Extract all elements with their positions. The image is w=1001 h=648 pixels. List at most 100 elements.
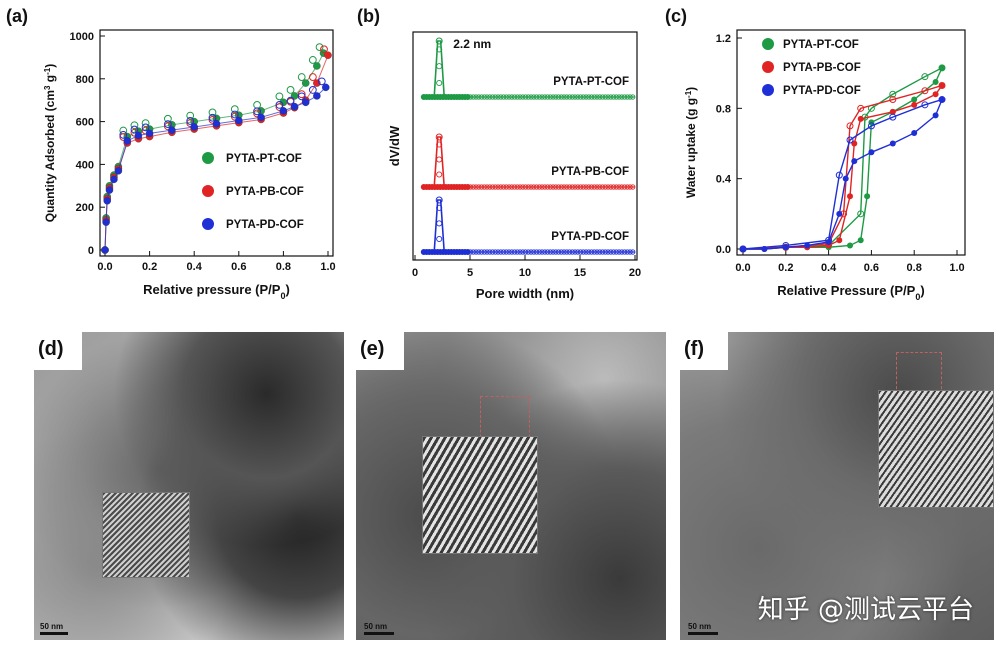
data-point — [627, 94, 633, 100]
x-tick-label: 1.0 — [320, 261, 335, 273]
desorption-point — [275, 101, 284, 109]
data-point — [279, 107, 288, 115]
desorption-point — [782, 241, 790, 249]
panel-label-e: (e) — [360, 338, 385, 360]
peak-point — [436, 156, 443, 163]
data-point — [168, 126, 176, 134]
data-point — [470, 94, 476, 100]
data-point — [484, 94, 490, 100]
data-point — [145, 129, 154, 138]
data-point — [572, 94, 578, 100]
desorption-point — [119, 133, 128, 141]
data-point — [621, 184, 628, 190]
desorption-point — [938, 64, 946, 72]
data-point — [558, 249, 564, 255]
desorption-point — [889, 96, 897, 104]
peak-point — [436, 63, 443, 70]
data-point — [580, 94, 586, 100]
data-point — [932, 112, 939, 119]
legend-label: PYTA-PT-COF — [226, 153, 302, 165]
data-point — [836, 237, 843, 244]
data-point — [825, 238, 832, 245]
data-point — [520, 184, 526, 190]
data-point — [114, 167, 123, 175]
data-point — [478, 94, 485, 100]
panel-label-box: (e) — [356, 332, 404, 370]
data-point — [624, 94, 630, 100]
data-point — [613, 94, 619, 100]
desorption-point — [835, 171, 843, 179]
data-point — [599, 94, 606, 100]
data-point — [932, 78, 939, 85]
data-point — [324, 51, 332, 60]
y-tick-label: 0.4 — [716, 174, 732, 186]
data-point — [484, 249, 490, 255]
data-point — [492, 94, 498, 100]
data-point — [536, 184, 542, 190]
data-point — [525, 94, 531, 100]
data-point — [301, 98, 310, 107]
data-point — [588, 184, 595, 190]
peak-line — [433, 40, 445, 98]
data-point — [511, 94, 518, 100]
data-point — [522, 184, 529, 190]
peak-point — [436, 79, 443, 87]
data-point — [553, 249, 559, 255]
data-point — [594, 249, 600, 255]
desorption-point — [253, 107, 262, 116]
data-point — [550, 184, 556, 190]
x-tick-label: 0.2 — [778, 262, 793, 274]
data-point — [932, 91, 939, 98]
data-point — [630, 249, 636, 255]
data-point — [868, 149, 875, 156]
pore-size-chart-b: (b) 0 5 10 15 20 Pore width (nm) dV/dW PYTA-PT-C… — [357, 6, 641, 301]
data-point — [804, 242, 811, 249]
data-point — [602, 184, 608, 190]
x-axis-label: Pore width (nm) — [476, 286, 574, 301]
data-point — [476, 184, 482, 190]
data-point — [522, 249, 529, 255]
x-tick-label: 0 — [412, 267, 418, 279]
data-point — [290, 102, 299, 111]
isotherm-chart-a: (a) 0 200 400 600 800 1000 0.0 0.2 0.4 0.6 0.8 1.0 Re… — [6, 6, 336, 301]
data-point — [616, 249, 622, 255]
data-point — [605, 184, 611, 190]
legend-label: PYTA-PT-COF — [783, 39, 859, 51]
panel-c: (c) 0.0 0.4 0.8 1.2 0.0 0.2 0.4 0.6 0.8 1.0 Relativ… — [655, 0, 1001, 320]
data-point — [313, 92, 321, 100]
data-point — [608, 94, 614, 100]
desorption-point — [317, 77, 326, 86]
scale-bar-d: 50 nm — [40, 622, 68, 635]
data-point — [586, 184, 592, 190]
x-tick-label: 0.8 — [907, 262, 922, 274]
desorption-point — [164, 114, 172, 123]
data-point — [525, 184, 531, 190]
data-point — [235, 116, 243, 125]
data-point — [531, 94, 537, 100]
peak-point — [436, 141, 443, 148]
data-point — [190, 123, 198, 131]
data-point — [489, 249, 496, 255]
peak-point — [435, 37, 443, 45]
data-point — [610, 249, 617, 255]
data-point — [847, 193, 853, 200]
desorption-point — [208, 108, 217, 117]
desorption-point — [921, 73, 929, 81]
data-point — [621, 249, 628, 255]
data-point — [583, 249, 589, 255]
data-point — [509, 249, 515, 255]
x-axis-label: Relative Pressure (P/P0) — [777, 283, 924, 302]
data-point — [536, 94, 542, 100]
y-tick-label: 0 — [88, 245, 94, 257]
desorption-point — [186, 119, 195, 127]
desorption-point — [297, 90, 306, 99]
desorption-point — [186, 117, 195, 125]
data-point — [621, 94, 628, 100]
data-point — [257, 113, 265, 122]
data-point — [506, 249, 512, 255]
data-point — [597, 184, 603, 190]
data-point — [520, 94, 526, 100]
desorption-point — [286, 96, 295, 105]
legend-label: PYTA-PD-COF — [226, 219, 304, 231]
desorption-point — [921, 101, 929, 109]
